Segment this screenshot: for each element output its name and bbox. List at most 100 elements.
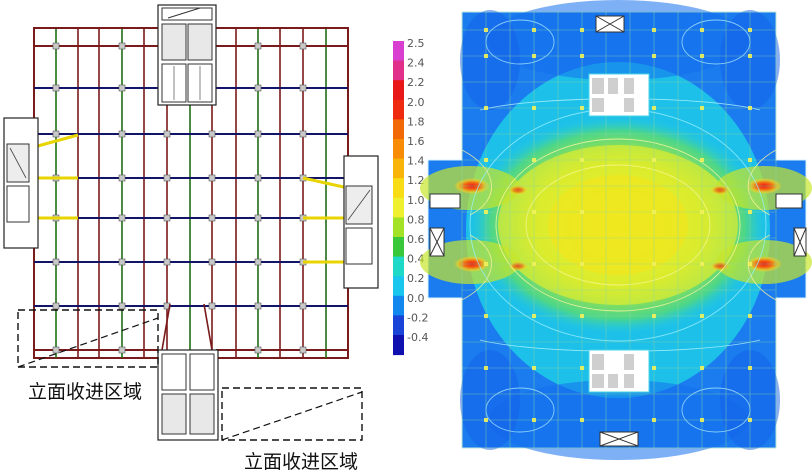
setback-label-left: 立面收进区域 xyxy=(28,381,142,403)
contour-node xyxy=(652,314,656,318)
contour-node xyxy=(484,210,488,214)
legend-tick-label: -0.4 xyxy=(407,331,428,344)
contour-node xyxy=(700,28,704,32)
contour-node xyxy=(748,418,752,422)
contour-node xyxy=(484,28,488,32)
legend-swatch xyxy=(393,178,404,199)
contour-node xyxy=(652,106,656,110)
contour-left-core xyxy=(429,193,461,257)
stress-contour-map xyxy=(420,0,812,460)
setback-label-right: 立面收进区域 xyxy=(244,451,358,473)
contour-node xyxy=(700,418,704,422)
contour-node xyxy=(700,366,704,370)
legend-tick-label: 1.0 xyxy=(407,194,425,207)
contour-node xyxy=(652,210,656,214)
column-node xyxy=(299,302,307,310)
contour-node xyxy=(580,210,584,214)
contour-node xyxy=(748,366,752,370)
contour-node xyxy=(748,158,752,162)
column-node xyxy=(52,302,60,310)
column-node xyxy=(118,130,126,138)
contour-grid-nodes xyxy=(484,28,752,422)
column-node xyxy=(163,130,171,138)
contour-node xyxy=(532,106,536,110)
contour-node xyxy=(748,106,752,110)
contour-node xyxy=(700,262,704,266)
column-node xyxy=(52,258,60,266)
contour-node xyxy=(484,54,488,58)
contour-node xyxy=(580,54,584,58)
legend-tick-label: 1.2 xyxy=(407,174,425,187)
contour-node xyxy=(652,262,656,266)
contour-node xyxy=(700,54,704,58)
legend-swatch xyxy=(393,315,404,336)
legend-tick-label: 2.5 xyxy=(407,37,425,50)
legend-swatch xyxy=(393,80,404,101)
column-node xyxy=(52,130,60,138)
legend-swatch xyxy=(393,99,404,120)
column-node xyxy=(163,174,171,182)
contour-node xyxy=(700,158,704,162)
contour-node xyxy=(484,262,488,266)
contour-node xyxy=(532,262,536,266)
column-node xyxy=(254,258,262,266)
legend-swatch xyxy=(393,256,404,277)
column-node xyxy=(254,214,262,222)
column-node xyxy=(118,84,126,92)
legend-tick-label: 0.8 xyxy=(407,213,425,226)
contour-node xyxy=(748,28,752,32)
contour-node xyxy=(532,314,536,318)
contour-node xyxy=(484,106,488,110)
legend-tick-label: 0.6 xyxy=(407,233,425,246)
column-node xyxy=(254,84,262,92)
top-core xyxy=(157,4,217,106)
contour-right-core xyxy=(775,193,807,257)
column-node xyxy=(118,346,126,354)
contour-node xyxy=(748,54,752,58)
legend-swatch xyxy=(393,276,404,297)
contour-node xyxy=(580,28,584,32)
column-node xyxy=(118,302,126,310)
column-node xyxy=(299,346,307,354)
legend-tick-label: 1.8 xyxy=(407,115,425,128)
color-scale-legend: 2.52.42.22.01.81.61.41.21.00.80.60.40.20… xyxy=(393,37,428,356)
legend-tick-label: 1.4 xyxy=(407,155,425,168)
contour-top-core xyxy=(588,15,650,117)
contour-node xyxy=(532,28,536,32)
contour-node xyxy=(700,314,704,318)
contour-node xyxy=(652,366,656,370)
contour-node xyxy=(580,418,584,422)
legend-tick-label: 1.6 xyxy=(407,135,425,148)
diagonal-beams xyxy=(161,303,213,351)
contour-node xyxy=(484,158,488,162)
contour-node xyxy=(748,262,752,266)
column-node xyxy=(208,214,216,222)
contour-node xyxy=(532,366,536,370)
contour-node xyxy=(652,28,656,32)
column-node xyxy=(118,214,126,222)
legend-tick-label: -0.2 xyxy=(407,311,428,324)
right-core xyxy=(343,155,379,289)
legend-swatch xyxy=(393,335,404,356)
contour-node xyxy=(532,54,536,58)
legend-swatch xyxy=(393,139,404,160)
column-node xyxy=(299,42,307,50)
contour-node xyxy=(532,418,536,422)
legend-swatch xyxy=(393,197,404,218)
plan-column-nodes xyxy=(52,42,307,354)
floor-framing-plan: 立面收进区域 立面收进区域 xyxy=(3,4,379,473)
column-node xyxy=(118,42,126,50)
legend-tick-label: 2.4 xyxy=(407,57,425,70)
legend-swatch xyxy=(393,119,404,140)
bottom-core xyxy=(157,349,219,441)
legend-swatch xyxy=(393,41,404,62)
contour-node xyxy=(532,158,536,162)
column-node xyxy=(163,258,171,266)
contour-node xyxy=(652,54,656,58)
contour-node xyxy=(484,314,488,318)
setback-region-right xyxy=(221,387,363,441)
contour-node xyxy=(580,262,584,266)
legend-tick-label: 0.0 xyxy=(407,292,425,305)
contour-node xyxy=(580,314,584,318)
